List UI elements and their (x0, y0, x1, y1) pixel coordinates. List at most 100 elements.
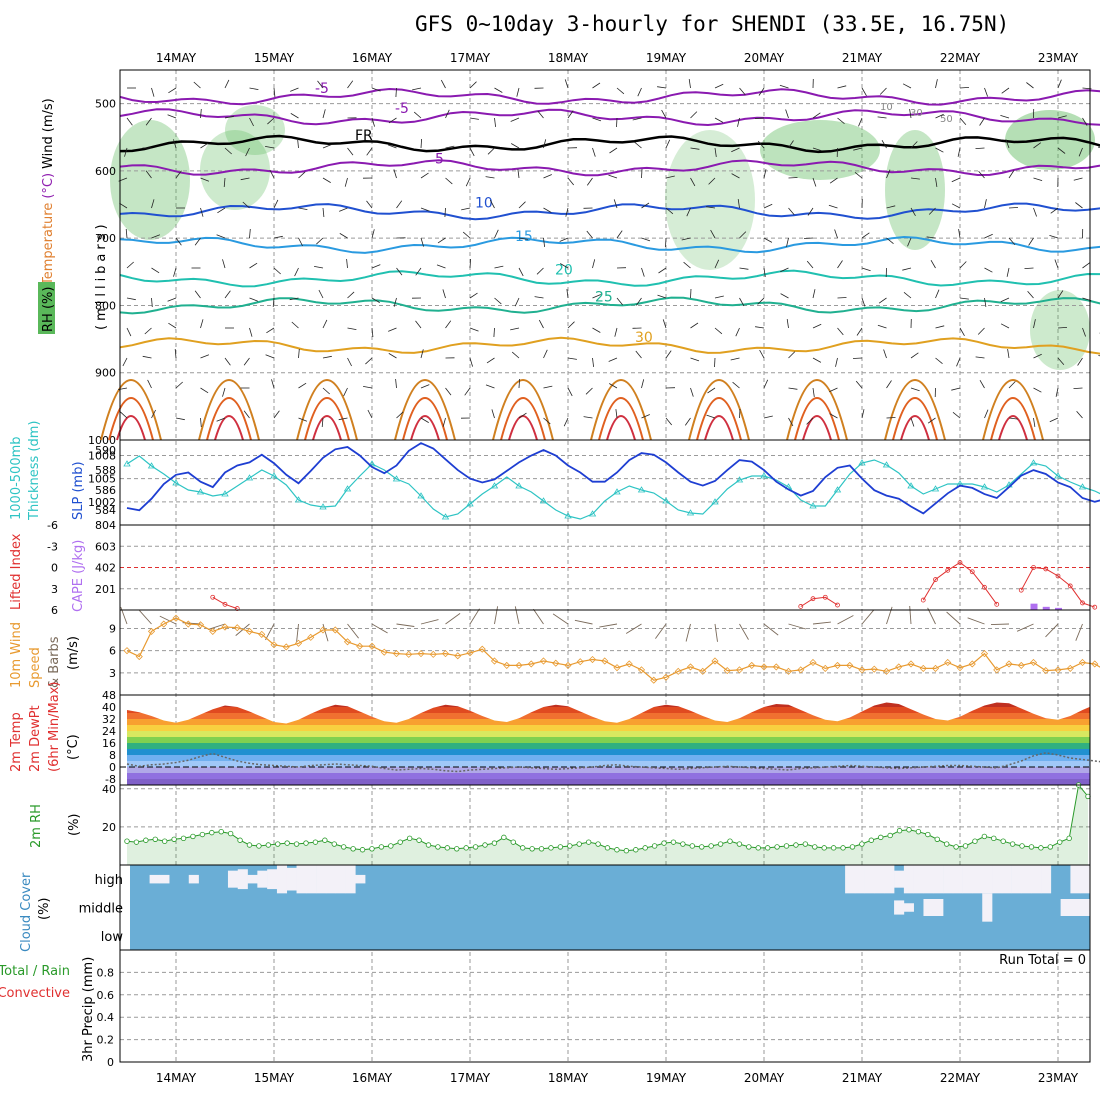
wind-barb (837, 260, 843, 269)
temp-tick: 0 (109, 761, 116, 774)
temperature-contour (119, 336, 1100, 355)
wind-barb (657, 86, 667, 89)
wind-tick: 3 (109, 667, 116, 680)
wind-barb (347, 357, 352, 367)
wind-barb (855, 380, 863, 389)
rh-point (538, 846, 545, 852)
wind-barb (291, 321, 299, 329)
date-label-bottom: 22MAY (940, 1071, 981, 1085)
wind-speed-point (319, 626, 327, 634)
wind-speed-point (968, 660, 976, 668)
wind-barb (240, 177, 250, 181)
wind-speed-point (1005, 660, 1013, 668)
thickness-point (882, 461, 891, 468)
wind-barb (343, 387, 348, 397)
thickness-point (392, 475, 401, 482)
cloud-ylabel: Cloud Cover (19, 872, 34, 952)
wind-barb (442, 417, 446, 427)
wind-barb (592, 294, 601, 299)
rh-point (388, 843, 394, 849)
wind-barb (168, 87, 177, 94)
wind-barb (145, 117, 152, 126)
wind-barb (1050, 207, 1059, 214)
temp-band (127, 731, 1090, 737)
thickness-point (564, 512, 572, 519)
cloud-bar (316, 865, 327, 894)
wind-barb (537, 110, 544, 119)
thickness-tick: 590 (95, 444, 116, 457)
wind-barb (861, 297, 866, 307)
rh-legend-label: RH (%) (41, 287, 56, 332)
wind-barb (445, 320, 452, 329)
cloud-bar (188, 874, 199, 884)
wind-speed-point (613, 664, 621, 672)
wind-barb (1057, 290, 1064, 299)
rh-point (340, 844, 347, 850)
wind-barb-10m (514, 606, 520, 625)
cloud-level-label: high (95, 873, 123, 888)
wind-barb (534, 296, 544, 299)
wind-speed-point (405, 650, 413, 658)
cloud-bar (962, 865, 973, 894)
wind-ylabel: 10m Wind (9, 622, 24, 688)
wind-speed-point (368, 642, 376, 650)
wind-barb (151, 267, 160, 274)
contour-label: FR (355, 128, 373, 144)
wind-barb (812, 289, 816, 299)
li-tick: -3 (47, 540, 58, 553)
wind-barb (984, 87, 988, 97)
rh-point (322, 837, 328, 843)
contour-label: 15 (515, 229, 533, 245)
rh-point (727, 838, 733, 844)
cloud-bar (306, 865, 317, 894)
cloud-bar (1070, 899, 1081, 916)
wind-barb (1033, 353, 1042, 359)
surface-temp-contour (492, 379, 554, 441)
li-point (957, 560, 963, 565)
wind-barb (120, 411, 128, 419)
rh-point (925, 831, 931, 838)
wind-speed-point (307, 633, 315, 641)
rh-point (425, 842, 432, 848)
wind-barb (739, 297, 745, 307)
wind-barb (249, 327, 253, 337)
wind-barb (393, 169, 397, 179)
wind-barb (367, 409, 373, 419)
wind-barb (707, 387, 716, 394)
rh-point (180, 835, 187, 842)
wind-barb (316, 237, 324, 245)
temp-band (127, 749, 1090, 755)
wind-speed-point (380, 648, 388, 656)
wind-barb-10m (347, 623, 359, 639)
wind-speed-point (429, 650, 437, 658)
rh-point (209, 829, 215, 836)
thickness-point (613, 488, 621, 495)
wind-barb (1078, 147, 1083, 157)
slp-tick: 1005 (88, 473, 116, 486)
wind-barb (290, 113, 299, 119)
wind-barb (518, 201, 526, 209)
precip-tick: 0.4 (97, 1011, 115, 1024)
wind-barb (511, 351, 520, 359)
wind-barb (420, 349, 424, 359)
wind-barb (854, 171, 863, 179)
wind-barb (731, 173, 740, 179)
wind-barb (1027, 290, 1034, 299)
cloud-bar (345, 865, 356, 894)
precip-tick: 0.2 (97, 1034, 115, 1047)
wind-barb (614, 327, 618, 337)
wind-barb (785, 109, 789, 119)
rh-point (680, 841, 686, 847)
rh-point (482, 842, 488, 848)
wind-barb (543, 385, 553, 389)
wind-barb (1033, 417, 1036, 427)
wind-barb (265, 146, 275, 149)
wind-barb (828, 204, 838, 209)
rh-panel: 40 20 2m RH (%) (29, 782, 1091, 866)
wind-barb (559, 237, 569, 242)
wind-barb (657, 294, 667, 299)
wind-speed-point (233, 624, 241, 632)
li-tick: 0 (51, 562, 58, 575)
rh-point (246, 842, 253, 848)
